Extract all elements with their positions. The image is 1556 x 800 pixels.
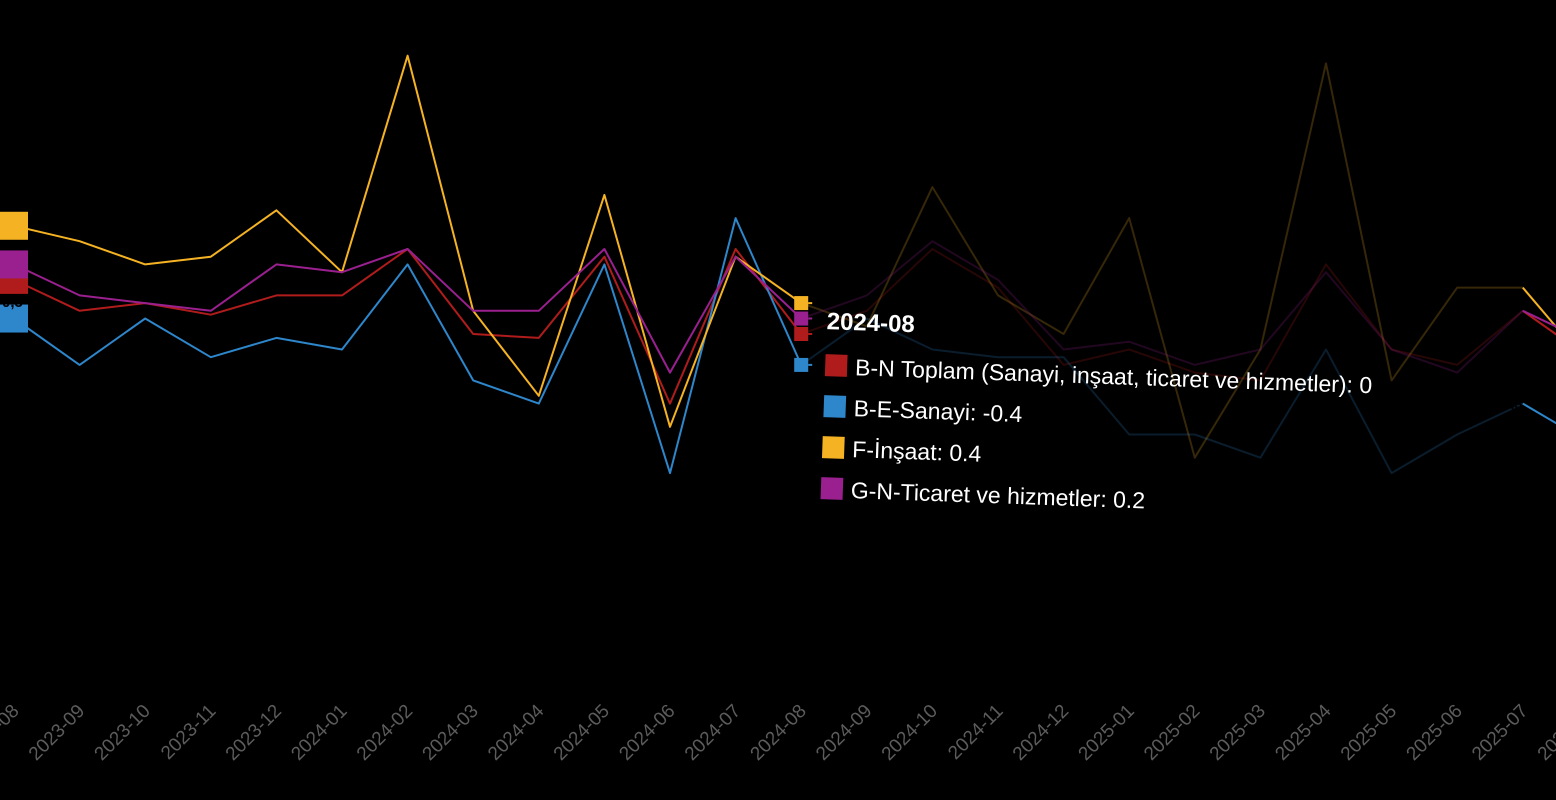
tooltip-item-text: F-İnşaat: 0.4	[852, 436, 982, 466]
x-tick-label: 2025-04	[1271, 700, 1335, 764]
x-tick-label: 2025-02	[1140, 701, 1204, 765]
x-tick-label: 2025-08	[1534, 701, 1556, 765]
x-tick-label: 2024-10	[878, 701, 942, 765]
x-tick-label: 2024-05	[550, 701, 614, 765]
tooltip-swatch	[824, 354, 848, 377]
x-tick-label: 2024-03	[419, 701, 483, 765]
series-4-start-marker	[0, 250, 28, 279]
end-label-left: 0,5	[2, 294, 23, 311]
x-tick-label: 2025-05	[1337, 701, 1401, 765]
series-3-start-marker	[0, 211, 28, 240]
x-tick-label: 2025-07	[1468, 701, 1532, 765]
x-tick-label: 2024-02	[353, 701, 417, 765]
series-layer	[13, 54, 1556, 475]
end-label-right-1: 0,3	[1502, 396, 1523, 413]
series-1-line	[13, 248, 802, 405]
series-2-highlight-marker	[794, 357, 809, 372]
series-1-highlight-marker	[794, 327, 809, 341]
x-tick-label: 2023-08	[0, 701, 24, 765]
series-3-line	[13, 54, 802, 428]
tooltip-item-text: B-N Toplam (Sanayi, inşaat, ticaret ve h…	[855, 354, 1373, 398]
series-2-start-marker	[0, 304, 28, 333]
x-tick-label: 2024-07	[681, 701, 745, 765]
x-tick-label: 2024-09	[812, 701, 876, 765]
series-3-line-tail	[1522, 286, 1556, 329]
x-tick-label: 2024-06	[615, 701, 679, 765]
x-tick-label: 2025-01	[1075, 701, 1139, 765]
x-tick-label: 2025-03	[1206, 701, 1270, 765]
x-tick-label: 2024-04	[484, 700, 548, 764]
series-4-line-faded	[800, 240, 1556, 374]
series-2-line-faded	[800, 317, 1556, 475]
end-label-layer: 0,5 0,3 -0,9	[2, 294, 1528, 456]
series-4-highlight-marker	[794, 311, 809, 326]
x-tick-label: 2025-06	[1403, 701, 1467, 765]
tooltip-item-text: B-E-Sanayi: -0.4	[853, 395, 1023, 427]
tooltip-swatch	[821, 436, 845, 459]
x-axis: 2023-08 2023-09 2023-10 2023-11 2023-12 2024-…	[0, 700, 1556, 764]
series-3-highlight-marker	[794, 296, 809, 311]
series-2-line-tail	[1522, 402, 1556, 425]
x-tick-label: 2024-11	[944, 701, 1007, 764]
end-label-right-2: -0,9	[1502, 439, 1528, 456]
tooltip-item-text: G-N-Ticaret ve hizmetler: 0.2	[850, 477, 1145, 513]
tooltip-swatch	[820, 477, 844, 500]
x-tick-label: 2024-01	[287, 701, 351, 765]
x-tick-label: 2023-10	[91, 701, 155, 765]
x-tick-label: 2023-09	[25, 701, 89, 765]
tooltip-items: B-N Toplam (Sanayi, inşaat, ticaret ve h…	[820, 354, 1373, 513]
series-3-line-faded	[800, 62, 1556, 459]
x-tick-label: 2023-11	[157, 701, 220, 764]
tooltip-title: 2024-08	[826, 308, 915, 338]
x-tick-label: 2024-12	[1009, 701, 1073, 765]
x-tick-label: 2023-12	[222, 701, 286, 765]
tooltip-swatch	[823, 395, 847, 418]
series-4-line	[13, 248, 802, 374]
marker-layer	[0, 211, 816, 372]
series-2-line	[13, 217, 803, 475]
series-1-line-faded	[800, 248, 1556, 382]
x-tick-label: 2024-08	[747, 701, 811, 765]
tooltip: 2024-08 B-N Toplam (Sanayi, inşaat, tica…	[820, 308, 1373, 513]
